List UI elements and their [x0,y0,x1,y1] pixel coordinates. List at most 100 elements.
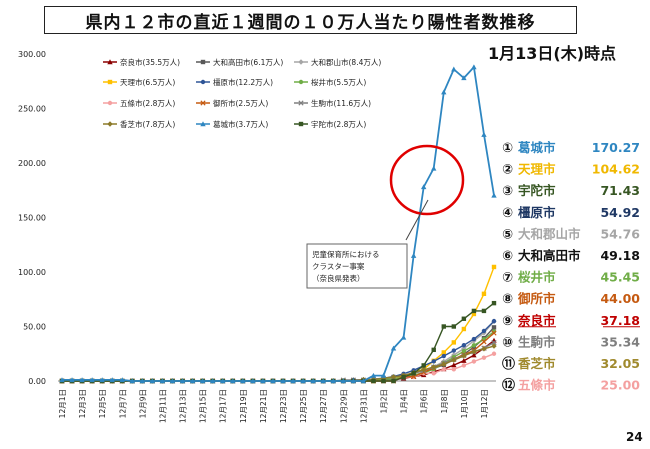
rank-city: 生駒市 [518,334,556,349]
data-point [481,291,487,296]
rank-number: ⑫ [502,378,515,394]
rank-number: ④ [502,206,513,221]
x-tick-label: 1月12日 [480,389,489,418]
data-point [107,79,113,85]
rank-city: 香芝市 [517,356,556,371]
data-point [451,66,457,72]
rank-number: ⑥ [502,249,513,264]
x-tick-label: 12月23日 [279,389,288,423]
x-tick-label: 12月27日 [319,389,328,423]
data-point [240,378,246,384]
rank-city: 天理市 [518,162,556,177]
data-point [491,192,497,198]
data-point [471,308,477,314]
data-point [320,378,326,384]
rank-number: ③ [502,184,513,199]
data-point [441,361,447,367]
legend-item: 橿原市(12.2万人) [196,77,273,87]
data-point [179,378,186,384]
data-point [481,131,487,137]
data-point [441,350,446,355]
data-point [461,343,467,348]
data-point [380,372,387,378]
legend-label: 生駒市(11.6万人) [311,98,371,108]
legend-item: 宇陀市(2.8万人) [294,119,366,129]
callout-box: 児童保育所における クラスター事案 （奈良県発表） [306,243,408,289]
data-point [149,378,156,384]
x-tick-label: 12月9日 [138,389,147,418]
data-point [99,377,105,383]
rank-city: 橿原市 [518,205,556,220]
data-point [461,363,467,368]
page-title: 県内１２市の直近１週間の１０万人当たり陽性者数推移 [44,6,577,34]
data-point [260,378,266,384]
data-point [220,378,226,384]
x-tick-label: 1月2日 [379,389,388,414]
data-point [59,377,65,383]
data-point [481,328,487,334]
data-point [441,324,446,329]
data-point [79,377,85,383]
legend-item: 桜井市(5.5万人) [294,77,366,87]
legend-label: 大和郡山市(8.4万人) [311,57,381,67]
data-point [390,374,397,380]
callout-line [405,199,429,241]
data-point [431,347,436,353]
data-point [381,378,386,384]
data-point [199,378,206,384]
data-point [371,378,376,384]
ranking-row: ⑥ 大和高田市 49.18 [502,248,640,264]
legend-item: 生駒市(11.6万人) [294,98,371,108]
ranking-list: ① 葛城市 170.27 ② 天理市 104.62 ③ 宇陀市 71.43 ④ 橿原市 54.92 ⑤ 大… [502,140,640,394]
data-point [471,64,477,70]
rank-value: 49.18 [600,248,640,263]
rank-value: 170.27 [592,140,640,155]
data-point [298,59,304,65]
x-tick-label: 12月7日 [118,389,127,418]
data-point [420,184,427,190]
data-point [431,165,437,171]
data-point [411,371,416,376]
data-point [410,252,417,258]
data-point [280,378,286,384]
data-point [330,378,336,384]
as-of-date: 1月13日(木)時点 [488,44,617,63]
y-tick-label: 300.00 [18,50,46,59]
y-tick-label: 200.00 [18,159,46,168]
data-point [298,79,304,85]
series-line [62,320,495,382]
y-tick-label: 150.00 [18,214,46,223]
x-tick-label: 12月25日 [299,389,308,423]
legend-label: 大和高田市(6.1万人) [213,57,283,67]
ranking-row: ⑩ 生駒市 35.34 [502,334,640,350]
x-axis-ticks: 12月1日 12月3日 12月5日 12月7日 12月9日 12月11日 12月13日 12月… [58,389,489,423]
x-tick-label: 12月21日 [259,389,268,423]
series-6 [59,329,497,384]
callout-line-1: 児童保育所における [312,249,380,259]
data-point [200,121,206,127]
data-point [209,378,216,384]
legend-label: 橿原市(12.2万人) [213,77,273,87]
data-point [471,348,477,355]
data-point [441,353,446,359]
data-point [471,343,477,348]
y-tick-label: 250.00 [18,105,46,114]
rank-value: 45.45 [600,270,640,285]
legend-label: 五條市(2.8万人) [120,98,175,108]
data-point [471,336,477,342]
data-point [431,364,437,370]
rank-value: 25.00 [600,378,640,393]
rank-number: ⑨ [502,314,513,329]
x-tick-label: 1月10日 [460,389,469,418]
legend-item: 葛城市(3.7万人) [196,119,268,129]
rank-number: ⑦ [502,271,513,286]
data-point [119,377,125,383]
legend-label: 天理市(6.5万人) [120,77,175,87]
data-point [461,358,467,363]
legend-item: 奈良市(35.5万人) [103,57,180,67]
data-point [461,326,467,332]
data-point [471,359,477,364]
data-point [451,362,457,368]
x-tick-label: 12月11日 [158,389,167,423]
rank-number: ② [502,163,513,178]
